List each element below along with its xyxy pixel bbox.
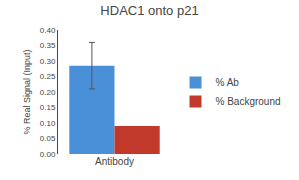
- svg-text:0.25: 0.25: [40, 72, 56, 81]
- svg-text:0.00: 0.00: [40, 150, 56, 159]
- svg-text:0.10: 0.10: [40, 119, 56, 128]
- svg-text:HDAC1 onto p21: HDAC1 onto p21: [100, 3, 198, 18]
- svg-text:% Real Signal (Input): % Real Signal (Input): [22, 49, 32, 134]
- svg-text:% Background: % Background: [216, 96, 281, 107]
- svg-text:0.20: 0.20: [40, 88, 56, 97]
- svg-text:0.40: 0.40: [40, 26, 56, 35]
- svg-text:0.05: 0.05: [40, 134, 56, 143]
- svg-text:Antibody: Antibody: [95, 156, 134, 167]
- svg-text:0.35: 0.35: [40, 41, 56, 50]
- svg-text:0.30: 0.30: [40, 57, 56, 66]
- svg-text:0.15: 0.15: [40, 103, 56, 112]
- svg-text:% Ab: % Ab: [216, 77, 240, 88]
